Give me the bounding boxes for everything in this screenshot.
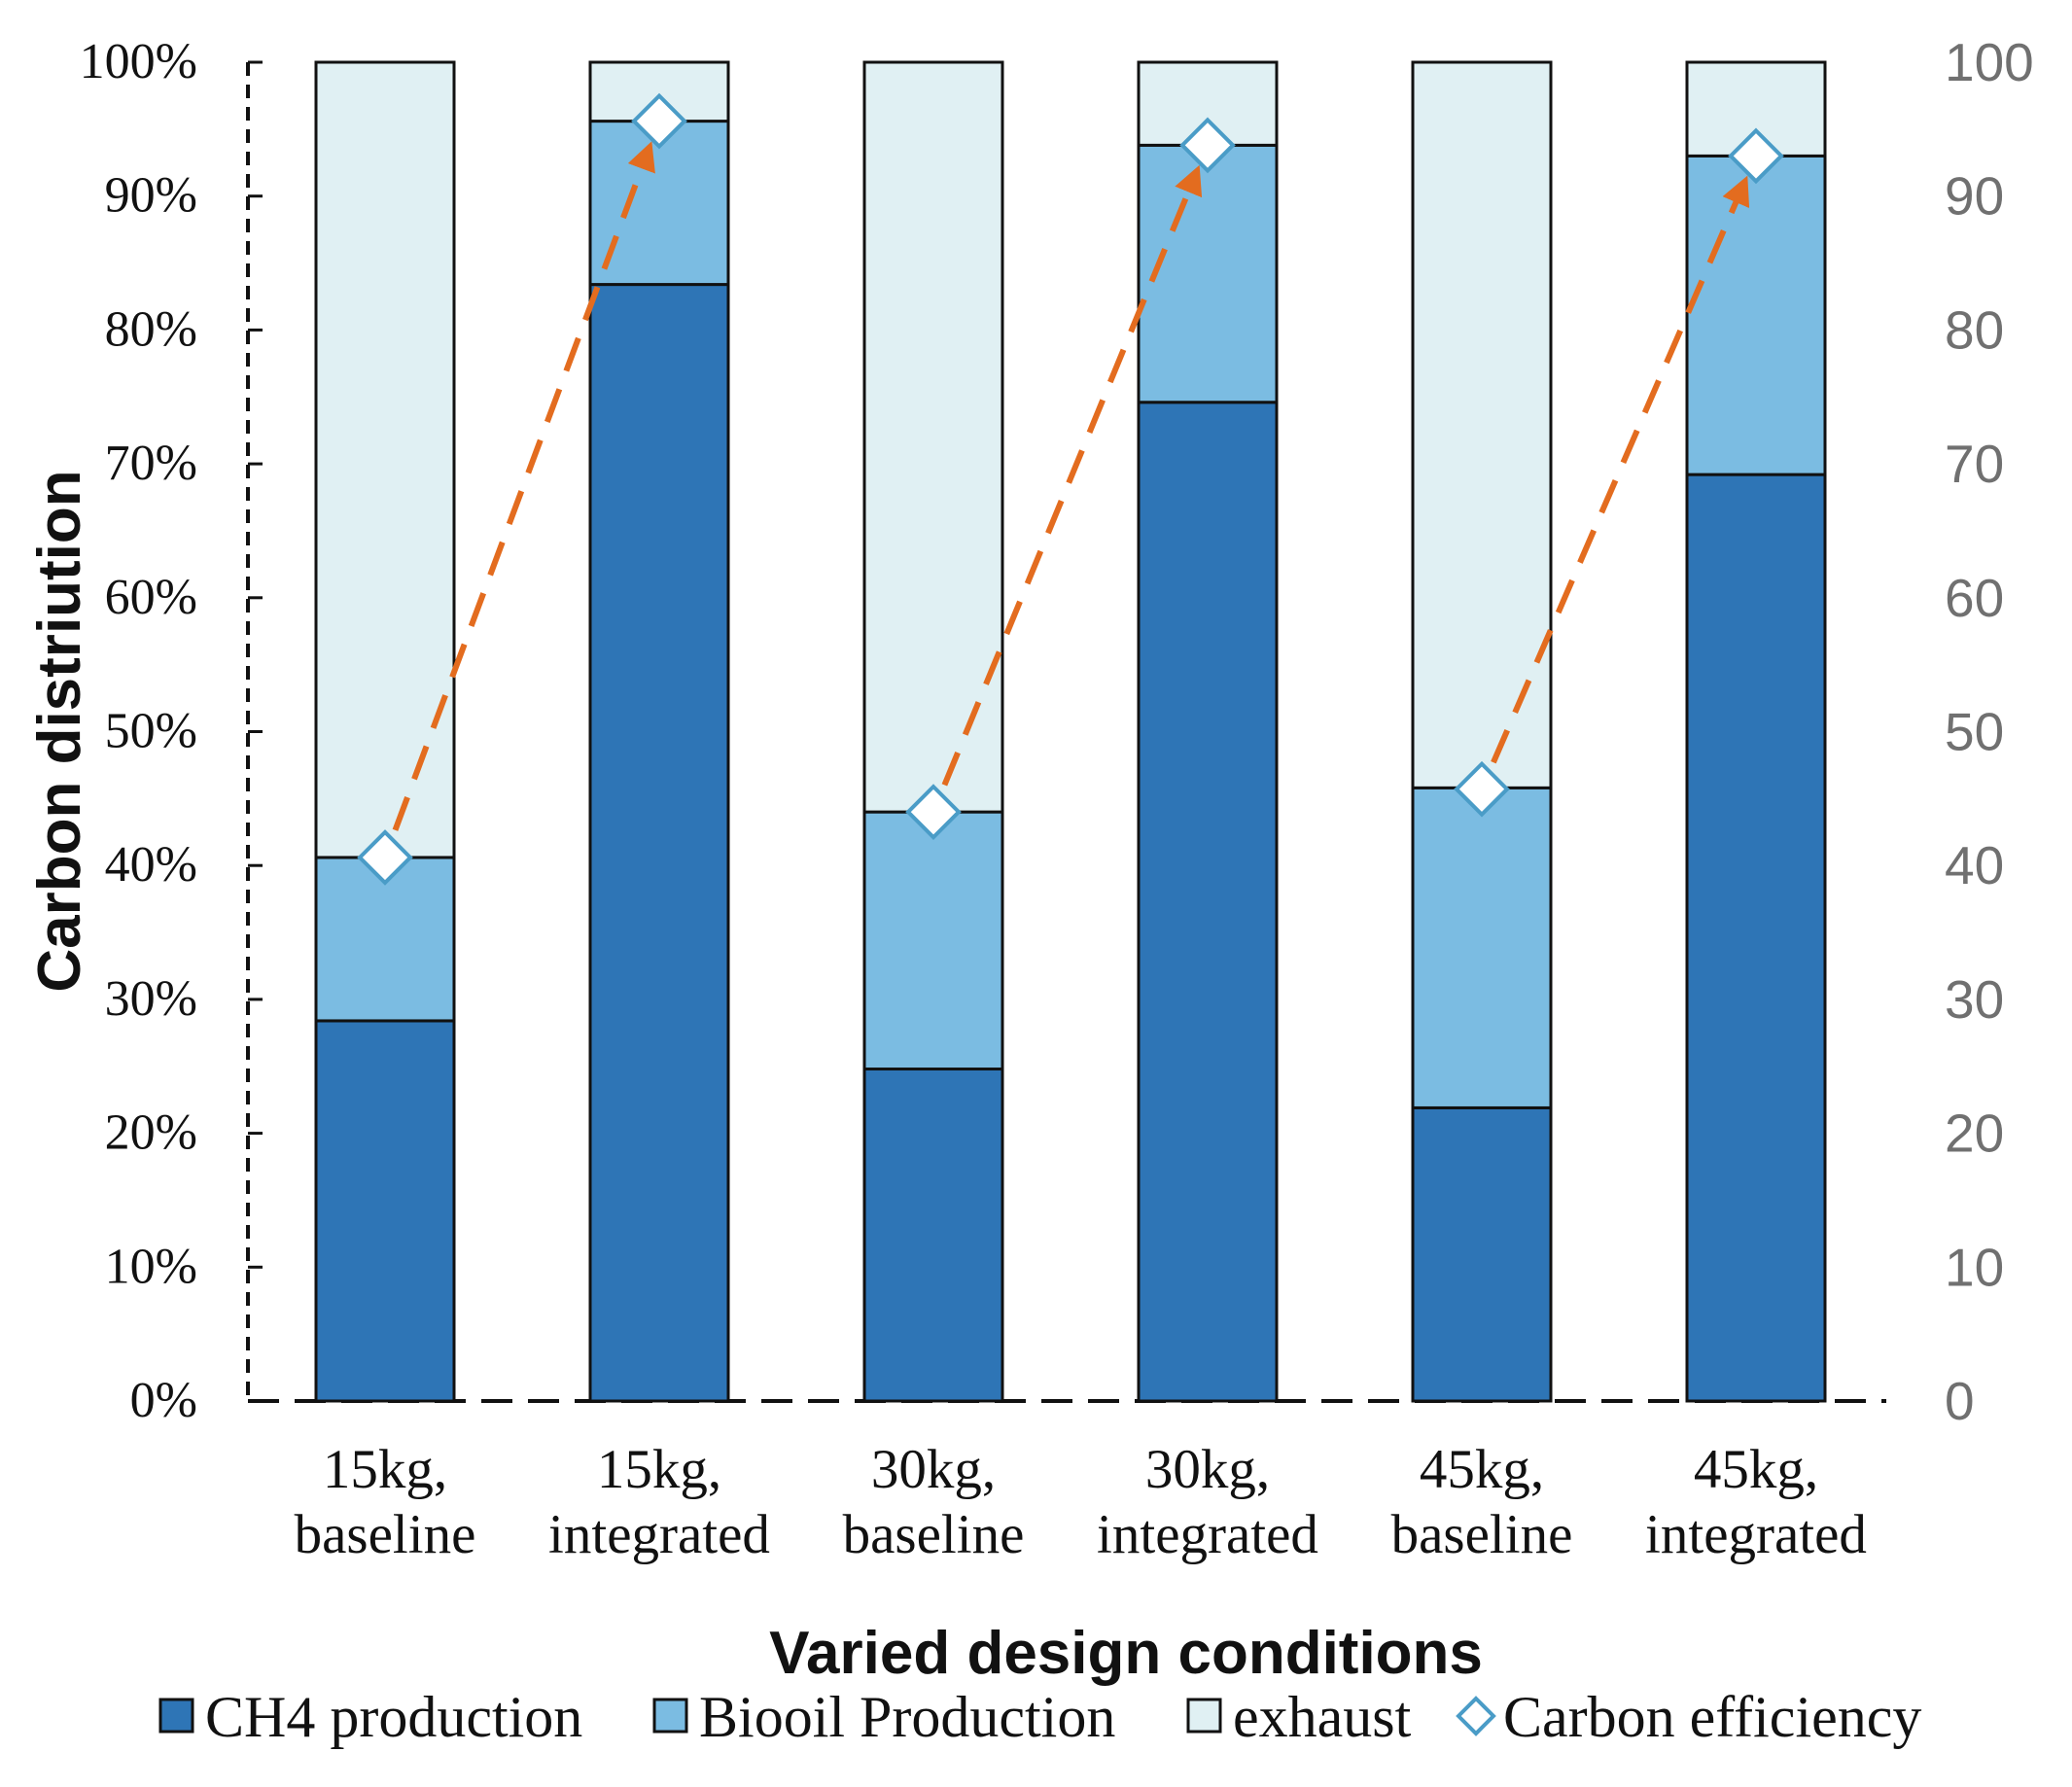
bar-segment-biooil-production-4 [1411,786,1553,1109]
left-y-tick-label: 30% [105,971,197,1027]
efficiency-arrow-1 [941,164,1203,787]
bar-segment-ch4-production-2 [862,1068,1004,1403]
legend-label: exhaust [1233,1685,1412,1749]
legend-swatch [158,1698,194,1734]
legend-item-carbon-efficiency: Carbon efficiency [1456,1685,1921,1749]
legend-swatch [1186,1698,1222,1734]
left-y-tick-labels: 0% 10% 20% 30% 40% 50% 60% 70% 80% 90% 100% [80,34,263,1428]
bar-segment-biooil-production-5 [1685,154,1827,476]
efficiency-marker-5 [1728,127,1784,185]
bar-segment-exhaust-4 [1411,60,1553,789]
right-y-tick-label: 50 [1945,702,2004,762]
x-category-label: 45kg, [1694,1439,1818,1500]
right-y-tick-label: 90 [1945,166,2004,227]
legend-item-exhaust: exhaust [1186,1685,1412,1749]
x-category-label: integrated [1645,1504,1867,1565]
x-category-label: 45kg, [1420,1439,1544,1500]
efficiency-marker-0 [357,829,413,886]
legend-swatch [1456,1696,1496,1736]
efficiency-arrow-0 [392,141,655,831]
x-category-label: baseline [843,1504,1025,1565]
bar-segment-ch4-production-5 [1685,473,1827,1403]
bars [314,60,1827,1403]
x-category-label: 15kg, [323,1439,447,1500]
bar-segment-ch4-production-1 [588,283,730,1403]
bar-segment-biooil-production-3 [1137,143,1279,404]
bar-segment-biooil-production-2 [862,810,1004,1071]
efficiency-markers [357,92,1784,886]
legend-item-ch4-production: CH4 production [158,1685,582,1749]
efficiency-marker-2 [905,784,962,840]
right-y-tick-label: 100 [1945,32,2034,92]
legend-label: CH4 production [205,1685,582,1749]
right-y-tick-label: 70 [1945,434,2004,494]
right-y-tick-label: 60 [1945,568,2004,628]
right-y-tick-label: 10 [1945,1237,2004,1297]
x-category-labels: 15kg,baseline15kg,integrated30kg,baselin… [295,1439,1867,1565]
legend-item-biooil-production: Biooil Production [652,1685,1115,1749]
efficiency-marker-4 [1454,760,1510,818]
axes [246,62,1886,1403]
bar-segment-ch4-production-3 [1137,401,1279,1403]
bar-segment-exhaust-2 [862,60,1004,814]
left-y-tick-label: 60% [105,570,197,625]
x-category-label: 30kg, [871,1439,996,1500]
legend-label: Biooil Production [699,1685,1115,1749]
left-y-tick-label: 100% [80,34,197,89]
right-y-tick-label: 0 [1945,1371,1975,1431]
legend: CH4 production Biooil Production exhaust Ca… [158,1685,1921,1749]
right-y-tick-label: 80 [1945,299,2004,360]
x-category-label: baseline [295,1504,476,1565]
x-category-label: integrated [548,1504,770,1565]
right-y-tick-label: 20 [1945,1104,2004,1164]
right-y-tick-labels: 0 10 20 30 40 50 60 70 80 90 100 [1945,32,2034,1431]
right-y-tick-label: 40 [1945,835,2004,895]
left-y-tick-label: 0% [130,1373,197,1428]
legend-swatch [652,1698,688,1734]
x-category-label: integrated [1097,1504,1318,1565]
efficiency-marker-1 [631,92,687,150]
left-y-tick-label: 20% [105,1105,197,1161]
bar-segment-ch4-production-4 [1411,1105,1553,1403]
efficiency-arrows [392,141,1750,831]
left-y-tick-label: 70% [105,436,197,491]
x-category-label: 30kg, [1145,1439,1270,1500]
left-y-tick-label: 90% [105,168,197,224]
left-y-tick-label: 10% [105,1239,197,1294]
legend-label: Carbon efficiency [1503,1685,1921,1749]
left-y-tick-label: 50% [105,704,197,759]
x-axis-title: Varied design conditions [769,1620,1483,1687]
left-y-tick-label: 80% [105,301,197,357]
y-axis-title: Carbon distriution [26,470,93,992]
bar-segment-ch4-production-0 [314,1019,456,1403]
efficiency-marker-3 [1179,117,1236,174]
x-category-label: baseline [1391,1504,1573,1565]
bar-segment-exhaust-0 [314,60,456,859]
x-category-label: 15kg, [597,1439,721,1500]
left-y-tick-label: 40% [105,837,197,893]
right-y-tick-label: 30 [1945,969,2004,1030]
